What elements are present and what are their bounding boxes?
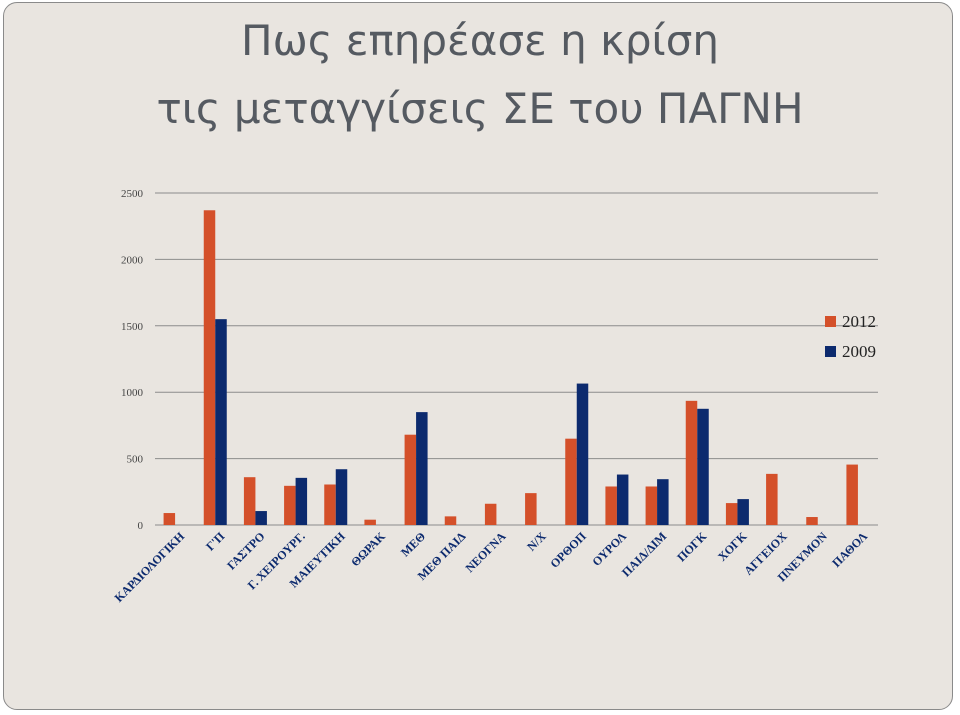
x-category-label: ΠΟΓΚ bbox=[674, 529, 710, 565]
bar-2009-13 bbox=[697, 408, 709, 525]
x-category-label: ΚΑΡΔΙΟΛΟΓΙΚΗ bbox=[112, 529, 188, 605]
y-tick-label: 1000 bbox=[121, 387, 144, 399]
bar-2012-16 bbox=[806, 517, 818, 525]
chart-bars bbox=[163, 210, 858, 525]
y-tick-label: 2000 bbox=[121, 254, 144, 266]
x-category-label: ΟΥΡΟΛ bbox=[589, 529, 629, 569]
bar-2009-1 bbox=[215, 319, 227, 525]
y-tick-label: 1500 bbox=[121, 321, 144, 333]
bar-2012-3 bbox=[284, 485, 296, 525]
bar-2009-10 bbox=[576, 383, 589, 525]
slide-title-line1: Πως επηρέασε η κρίση bbox=[241, 16, 719, 65]
bar-2009-2 bbox=[255, 511, 267, 525]
bar-2012-4 bbox=[324, 484, 336, 525]
bar-2012-14 bbox=[725, 503, 738, 525]
y-tick-label: 2500 bbox=[121, 188, 144, 200]
bar-2012-8 bbox=[484, 503, 497, 525]
bar-2012-2 bbox=[243, 477, 256, 525]
bar-2009-11 bbox=[616, 474, 629, 525]
legend-label-2012: 2012 bbox=[842, 312, 876, 331]
bar-2009-14 bbox=[737, 499, 749, 525]
chart-gridlines bbox=[155, 192, 878, 526]
x-category-label: ΟΡΘΟΠ bbox=[547, 529, 589, 571]
chart-legend: 2012 2009 bbox=[825, 312, 876, 361]
bar-2012-11 bbox=[605, 486, 617, 525]
y-tick-label: 0 bbox=[138, 520, 144, 532]
bar-2012-10 bbox=[565, 438, 577, 525]
legend-swatch-2009 bbox=[825, 346, 836, 357]
x-category-label: ΠΑΘΟΛ bbox=[829, 529, 870, 570]
bar-2012-0 bbox=[163, 513, 176, 525]
slide-title-line2: τις μεταγγίσεις ΣΕ του ΠΑΓΝΗ bbox=[156, 84, 804, 133]
bar-2012-15 bbox=[766, 473, 778, 525]
bar-2012-5 bbox=[364, 519, 376, 525]
bar-2009-12 bbox=[657, 479, 669, 525]
legend-swatch-2012 bbox=[825, 316, 836, 327]
bar-2009-6 bbox=[416, 412, 428, 525]
bar-2009-3 bbox=[295, 477, 308, 525]
x-category-label: Γ'Π bbox=[203, 529, 228, 554]
bar-2012-7 bbox=[444, 516, 457, 525]
slide-background bbox=[3, 2, 953, 710]
legend-label-2009: 2009 bbox=[842, 342, 876, 361]
bar-2009-4 bbox=[335, 469, 348, 525]
bar-2012-17 bbox=[846, 464, 858, 525]
bar-2012-13 bbox=[685, 400, 698, 525]
x-category-label: ΝΕΟΓΝΑ bbox=[463, 529, 509, 575]
bar-2012-6 bbox=[404, 434, 417, 525]
x-category-label: Ν/Χ bbox=[524, 529, 549, 554]
x-category-label: ΧΟΓΚ bbox=[715, 529, 750, 564]
bar-2012-1 bbox=[203, 210, 216, 525]
y-tick-label: 500 bbox=[127, 454, 144, 466]
bar-2012-9 bbox=[525, 493, 537, 525]
x-category-label: ΜΕΘ bbox=[398, 529, 428, 559]
bar-2012-12 bbox=[645, 486, 658, 525]
x-category-label: ΘΩΡΑΚ bbox=[348, 529, 388, 569]
y-axis-tick-labels: 0 500 1000 1500 2000 2500 bbox=[121, 188, 144, 532]
